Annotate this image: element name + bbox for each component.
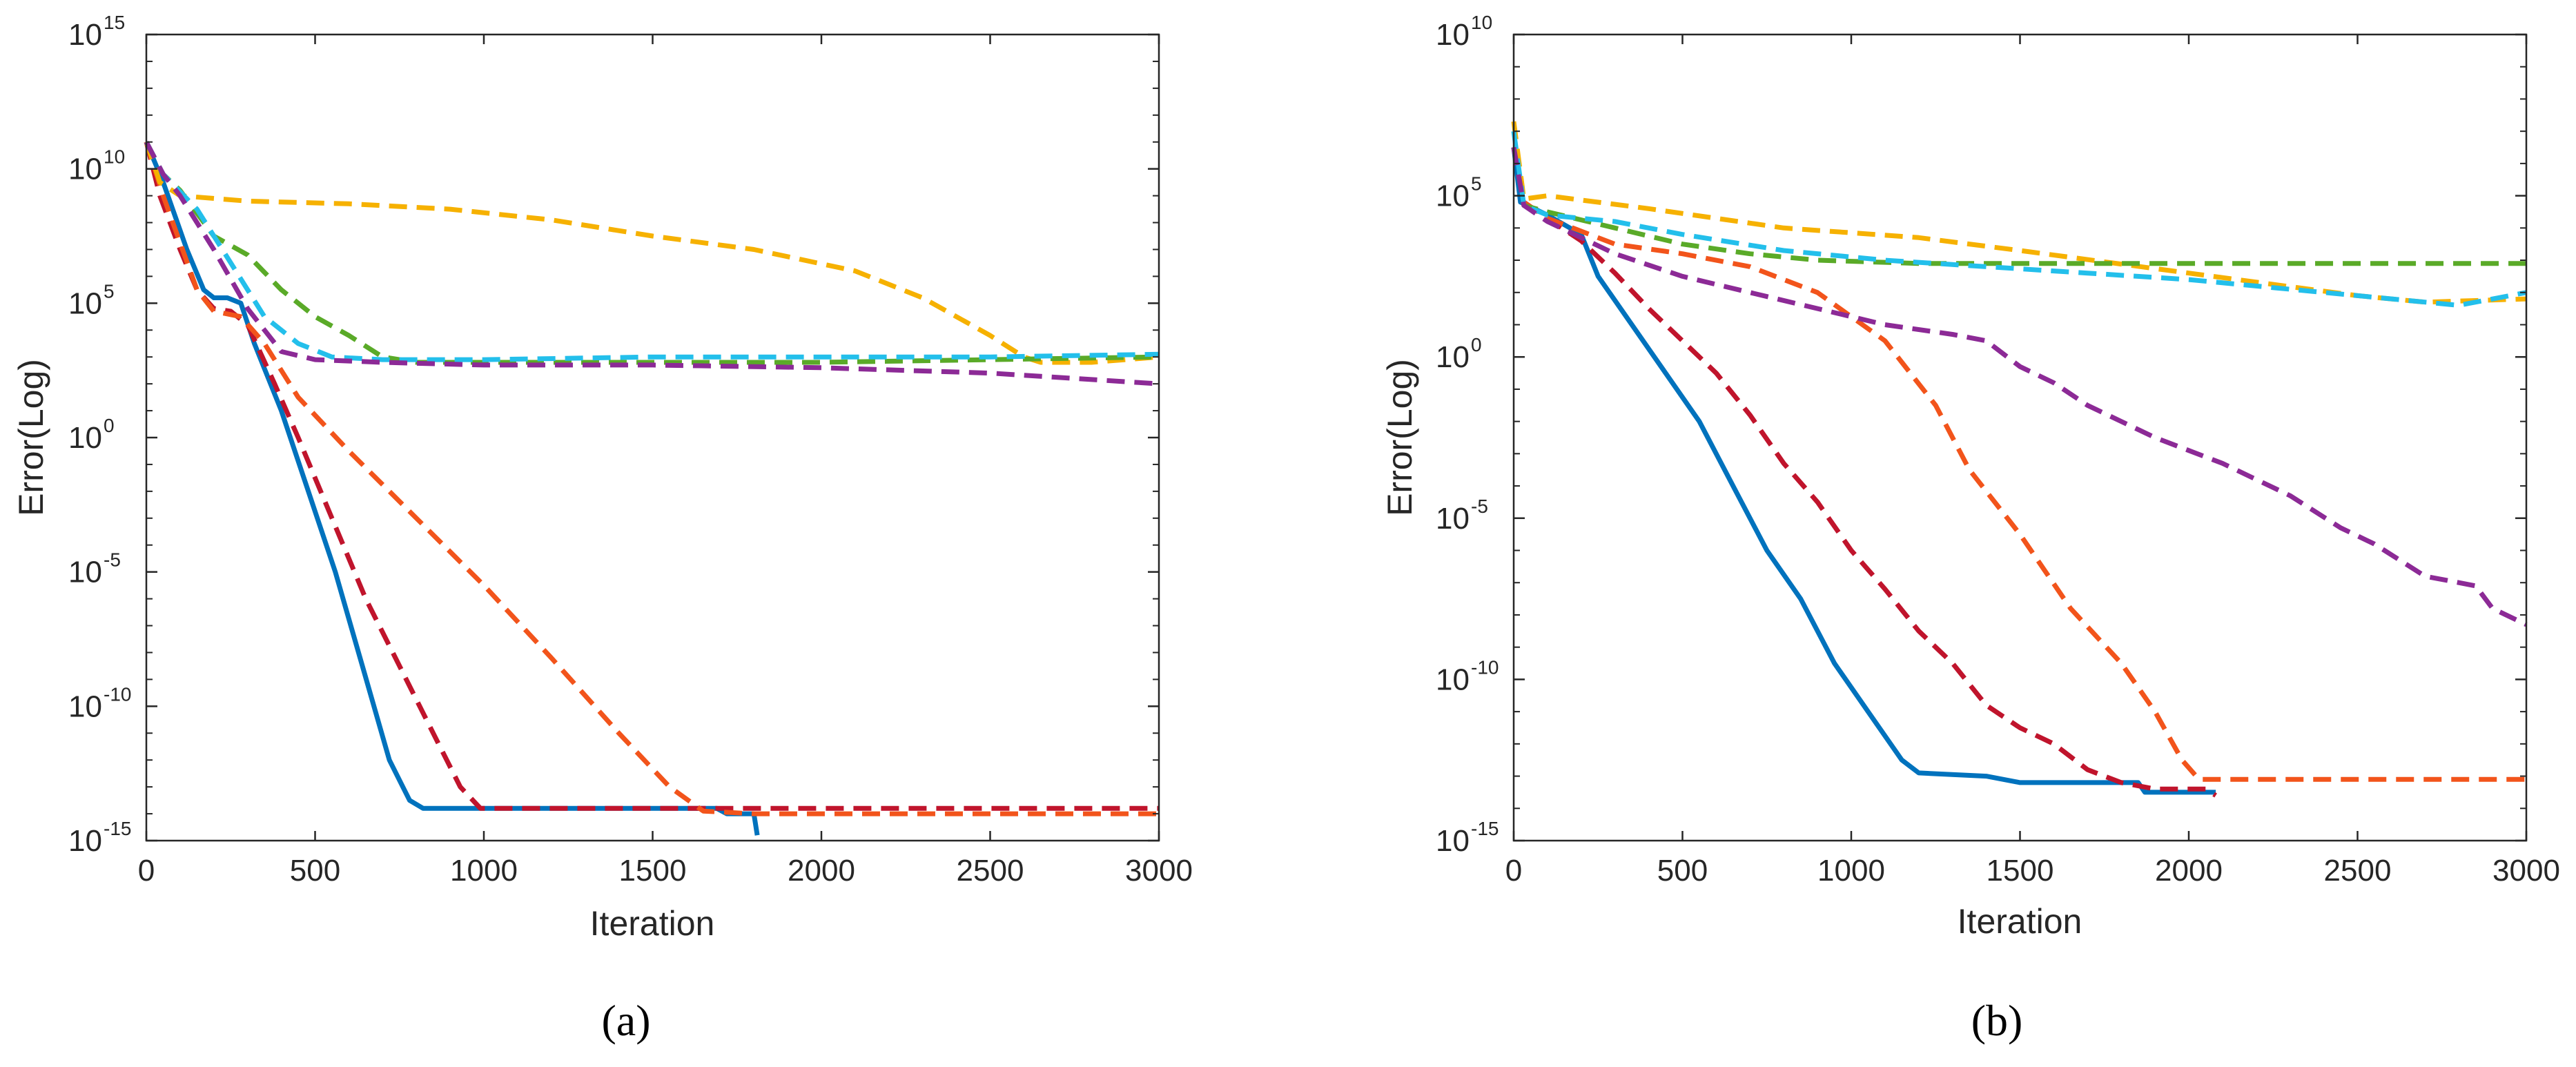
- panel-b-x-tick-label: 1500: [1987, 854, 2054, 888]
- panel-a-x-tick-label: 2500: [957, 854, 1024, 888]
- panel-b-series-layer: [1511, 121, 2528, 798]
- panel-b-series-cyan: [1511, 130, 2527, 308]
- panel-a-series-purple: [144, 141, 1160, 386]
- panel-a-series-cyan: [144, 141, 1160, 362]
- panel-b-label: (b): [1971, 996, 2023, 1045]
- panel-a-y-tick-exponent: -5: [104, 549, 121, 571]
- panel-b-y-tick-exponent: 5: [1471, 173, 1482, 195]
- panel-b-y-tick-label: 10: [1436, 18, 1470, 52]
- panel-b-tick-layer: 0 500 1000 1500 2000 2500 300010-1510-1010-510…: [1436, 12, 2560, 888]
- panel-a-chart: 0 500 1000 1500 2000 2500 300010-1510-1010-510…: [12, 12, 1193, 1045]
- panel-a-y-tick-exponent: 5: [104, 280, 115, 302]
- panel-a-series-red: [144, 141, 1159, 811]
- panel-a-tick-layer: 0 500 1000 1500 2000 2500 300010-1510-1010-510…: [68, 12, 1193, 888]
- panel-b-y-axis-title: Error(Log): [1380, 359, 1419, 516]
- panel-a-y-tick-exponent: -15: [104, 818, 131, 839]
- panel-b-x-tick-label: 3000: [2492, 854, 2560, 888]
- panel-a-y-tick-exponent: 10: [104, 146, 125, 168]
- panel-b-y-tick-label: 10: [1436, 663, 1470, 696]
- panel-a-y-tick-label: 10: [68, 824, 102, 858]
- panel-a-x-tick-label: 0: [138, 854, 155, 888]
- panel-b-y-tick-exponent: -5: [1471, 496, 1488, 517]
- panel-b-y-tick-label: 10: [1436, 502, 1470, 536]
- panel-b-y-tick-label: 10: [1436, 340, 1470, 374]
- panel-a-x-tick-label: 500: [290, 854, 340, 888]
- panel-a-plot-area: [146, 35, 1159, 841]
- panel-a-y-tick-exponent: 15: [104, 12, 125, 33]
- panel-b-x-tick-label: 0: [1505, 854, 1522, 888]
- panel-b-y-tick-exponent: -10: [1471, 656, 1499, 678]
- panel-a-y-tick-label: 10: [68, 421, 102, 455]
- panel-b-chart: 0 500 1000 1500 2000 2500 300010-1510-1010-510…: [1380, 12, 2560, 1045]
- panel-a-x-tick-label: 3000: [1125, 854, 1193, 888]
- panel-a-x-axis-title: Iteration: [590, 904, 715, 943]
- panel-b-x-tick-label: 500: [1657, 854, 1708, 888]
- panel-a-label: (a): [601, 996, 650, 1045]
- panel-b-x-tick-label: 2000: [2155, 854, 2223, 888]
- panel-b-series-red: [1511, 146, 2217, 798]
- panel-b-plot-area: [1514, 35, 2526, 841]
- panel-b-y-tick-label: 10: [1436, 824, 1470, 858]
- panel-a-series-green: [144, 141, 1160, 365]
- panel-a-y-tick-exponent: -10: [104, 683, 131, 705]
- panel-a-y-tick-label: 10: [68, 153, 102, 186]
- panel-b-series-yellow: [1511, 121, 2527, 305]
- panel-b-x-tick-label: 2500: [2324, 854, 2392, 888]
- panel-a-y-tick-label: 10: [68, 18, 102, 52]
- panel-b-y-tick-exponent: 0: [1471, 334, 1482, 355]
- panel-a-series-layer: [144, 141, 1160, 836]
- panel-a-x-tick-label: 1500: [619, 854, 687, 888]
- panel-a-series-orange-red: [144, 141, 1159, 816]
- panel-a-x-tick-label: 2000: [788, 854, 855, 888]
- panel-b-series-purple: [1511, 146, 2528, 627]
- panel-b-y-tick-exponent: -15: [1471, 818, 1499, 839]
- panel-b-x-axis-title: Iteration: [1958, 902, 2082, 941]
- panel-b-y-tick-label: 10: [1436, 179, 1470, 213]
- panel-a-y-tick-label: 10: [68, 556, 102, 589]
- panel-a-y-tick-label: 10: [68, 689, 102, 723]
- panel-b-series-green: [1511, 146, 2526, 266]
- panel-a-y-tick-label: 10: [68, 286, 102, 320]
- panel-a-y-axis-title: Error(Log): [12, 359, 50, 516]
- panel-b-x-tick-label: 1000: [1817, 854, 1885, 888]
- panel-b-y-tick-exponent: 10: [1471, 12, 1492, 33]
- panel-a-y-tick-exponent: 0: [104, 415, 115, 436]
- panel-a-x-tick-label: 1000: [450, 854, 518, 888]
